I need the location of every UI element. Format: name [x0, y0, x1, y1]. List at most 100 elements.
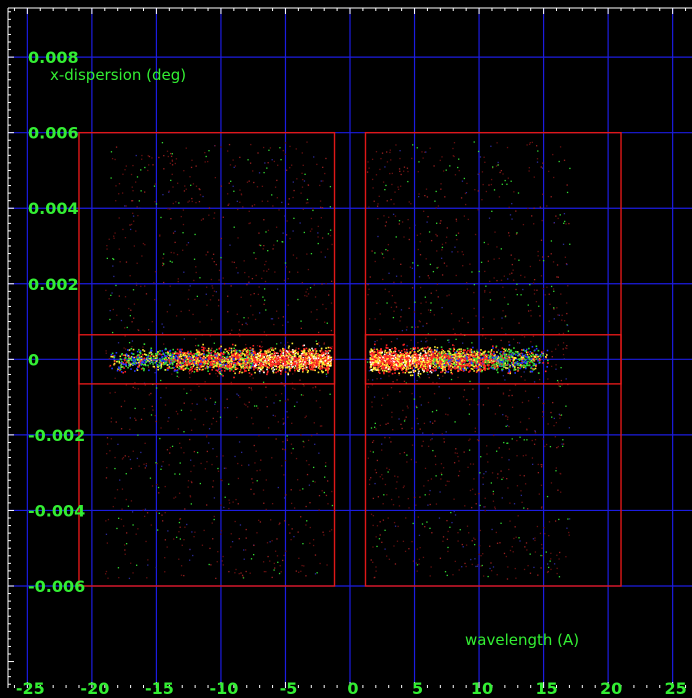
data-point [259, 350, 262, 353]
data-point [257, 293, 260, 296]
data-point [152, 361, 154, 364]
data-point [543, 527, 545, 529]
data-point [281, 382, 284, 384]
data-point [394, 191, 396, 193]
data-point [220, 504, 222, 506]
data-point [207, 358, 210, 361]
data-point [261, 200, 263, 202]
data-point [441, 306, 443, 309]
data-point [374, 422, 376, 425]
data-point [390, 306, 393, 309]
data-point [497, 164, 499, 166]
data-point [137, 362, 140, 365]
data-point [132, 450, 134, 452]
data-point [375, 151, 378, 153]
data-point [153, 282, 155, 284]
data-point [322, 531, 324, 533]
data-point [382, 181, 385, 183]
data-point [266, 542, 269, 544]
data-point [199, 361, 202, 363]
data-point [329, 350, 331, 352]
data-point [258, 286, 260, 288]
data-point [250, 360, 253, 363]
data-point [367, 457, 369, 459]
data-point [141, 361, 144, 364]
data-point [222, 358, 225, 360]
data-point [272, 358, 274, 360]
data-point [143, 357, 146, 360]
data-point [556, 567, 558, 570]
data-point [171, 373, 173, 375]
data-point [416, 564, 419, 566]
data-point [179, 442, 181, 445]
data-point [425, 301, 427, 303]
data-point [303, 231, 305, 234]
data-point [194, 356, 197, 359]
data-point [330, 329, 333, 332]
data-point [212, 366, 215, 369]
data-point [198, 367, 200, 370]
data-point [537, 472, 540, 474]
data-point [422, 440, 424, 442]
data-point [284, 400, 287, 402]
data-point [199, 356, 201, 358]
data-point [169, 452, 171, 454]
data-point [429, 147, 431, 149]
data-point [245, 350, 248, 352]
data-point [143, 343, 146, 345]
data-point [548, 320, 550, 322]
data-point [257, 366, 260, 369]
data-point [255, 364, 257, 367]
data-point [250, 143, 252, 146]
data-point [131, 356, 134, 358]
data-point [557, 276, 559, 278]
data-point [183, 363, 186, 366]
data-point [506, 418, 509, 421]
data-point [384, 548, 386, 550]
data-point [131, 353, 134, 355]
data-point [246, 361, 249, 364]
data-point [267, 351, 269, 354]
data-point [375, 570, 377, 572]
data-point [185, 361, 187, 364]
data-point [196, 366, 199, 369]
data-point [247, 366, 250, 368]
data-point [501, 183, 503, 185]
data-point [387, 394, 389, 396]
data-point [141, 353, 144, 356]
data-point [271, 364, 274, 367]
data-point [245, 322, 247, 324]
data-point [128, 307, 130, 310]
data-point [279, 147, 281, 149]
data-point [188, 354, 190, 356]
data-point [457, 540, 459, 542]
data-point [233, 376, 235, 379]
data-point [398, 223, 400, 225]
data-point [450, 313, 453, 315]
data-point [136, 368, 138, 370]
data-point [409, 348, 411, 350]
data-point [330, 362, 332, 365]
data-point [507, 232, 510, 234]
data-point [105, 570, 108, 573]
data-point [170, 367, 172, 370]
data-point [406, 405, 409, 407]
data-point [527, 565, 529, 567]
data-point [123, 363, 125, 366]
data-point [284, 351, 286, 353]
data-point [170, 179, 172, 182]
data-point [296, 401, 298, 403]
data-point [381, 474, 383, 476]
data-point [253, 354, 256, 357]
data-point [260, 356, 263, 359]
data-point [168, 350, 171, 353]
data-point [190, 184, 192, 186]
data-point [213, 342, 215, 344]
data-point [319, 356, 321, 359]
data-point [195, 185, 198, 187]
data-point [529, 572, 532, 574]
data-point [130, 309, 132, 311]
data-point [563, 159, 566, 161]
data-point [562, 243, 565, 245]
data-point [560, 293, 562, 295]
